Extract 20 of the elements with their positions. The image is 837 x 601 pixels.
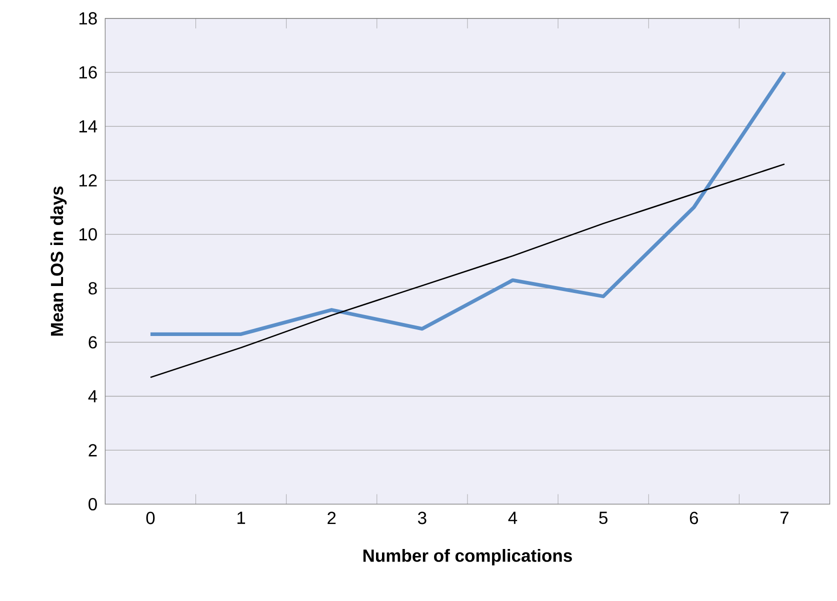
x-tick-label: 6 — [690, 512, 698, 524]
y-axis-title: Mean LOS in days — [50, 186, 67, 336]
x-tick-label: 5 — [599, 512, 608, 524]
y-tick-label: 8 — [88, 282, 97, 294]
y-tick-label: 10 — [79, 228, 97, 240]
x-tick-label: 7 — [780, 512, 788, 524]
y-tick-label: 0 — [88, 498, 97, 510]
x-tick-label: 1 — [238, 512, 246, 524]
y-tick-label: 14 — [79, 120, 98, 132]
y-tick-label: 12 — [79, 174, 97, 186]
x-tick-label: 2 — [328, 512, 336, 524]
x-axis-title: Number of complications — [363, 548, 572, 566]
x-tick-label: 4 — [508, 512, 518, 524]
y-tick-label: 16 — [79, 66, 97, 79]
y-tick-label: 18 — [79, 12, 97, 25]
y-tick-label: 2 — [88, 444, 97, 456]
x-tick-label: 0 — [146, 512, 155, 524]
y-tick-label: 6 — [88, 336, 97, 348]
y-tick-label: 4 — [88, 390, 98, 402]
x-tick-label: 3 — [418, 512, 426, 524]
